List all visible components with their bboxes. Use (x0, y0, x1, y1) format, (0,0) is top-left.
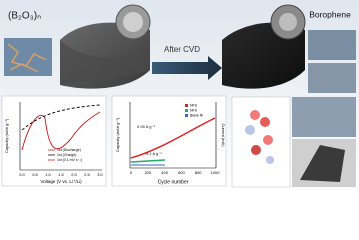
x-tick-label: 600 (178, 170, 185, 175)
cv-chart: Capacity (mAh g⁻¹) Voltage (V vs. Li⁺/Li… (4, 102, 104, 184)
legend-entry: 1st (Charge) (57, 153, 76, 157)
legend-entry: Blank Ni (190, 113, 203, 117)
sem-image (308, 63, 356, 93)
sphere-core (123, 12, 143, 32)
x-tick-label: 0.0 (19, 172, 25, 177)
x-tick-label: 0.5 (32, 172, 38, 177)
cycle-chart: Capacity (mAh g⁻¹) Current (mA) Cycle nu… (115, 102, 226, 185)
y2-label: Current (mA) (221, 123, 226, 147)
x-tick-label: 200 (144, 170, 151, 175)
sem-image (292, 97, 356, 137)
legend-swatch (185, 104, 188, 107)
atom (263, 135, 273, 145)
charge-curve (21, 104, 101, 131)
cv-curve (21, 111, 101, 151)
x-tick-label: 800 (195, 170, 202, 175)
nfs-curve-2 (130, 159, 166, 163)
tem-flake (300, 145, 345, 182)
x-tick-label: 2.0 (71, 172, 77, 177)
atom (251, 145, 261, 155)
x-tick-label: 1.5 (58, 172, 64, 177)
y-label: Capacity (mAh g⁻¹) (4, 118, 9, 153)
atom (245, 125, 255, 135)
cv-panel (1, 95, 107, 187)
atom (266, 156, 274, 164)
x-tick-label: 1.0 (45, 172, 51, 177)
x-tick-label: 3.0 (97, 172, 103, 177)
annotation: 0.05 A g⁻¹ (137, 124, 156, 129)
sem-image (4, 38, 52, 76)
atom (250, 110, 260, 120)
cycle-panel (111, 95, 227, 187)
process-arrow (152, 56, 222, 80)
product-label: Borophene (309, 9, 351, 19)
structure-image (231, 96, 291, 188)
borophene-cloth (222, 22, 305, 89)
nfs-curve (130, 117, 216, 159)
legend-swatch (185, 114, 188, 117)
y-label: Capacity (mAh g⁻¹) (115, 117, 120, 152)
atom (260, 117, 270, 127)
x-tick-label: 2.5 (84, 172, 90, 177)
legend-entry: NFS (190, 108, 198, 112)
sphere-core (279, 13, 297, 31)
sem-pattern (7, 43, 47, 73)
x-tick-label: 0 (130, 170, 133, 175)
sem-image (308, 30, 356, 60)
annotation: 0.1 A g⁻¹ (146, 151, 162, 156)
atom-model (245, 110, 274, 164)
cloth-fold (60, 40, 150, 85)
x-tick-label: 400 (161, 170, 168, 175)
x-tick-label: 1000 (211, 170, 221, 175)
arrow-label: After CVD (164, 45, 200, 54)
legend-swatch (185, 109, 188, 112)
legend-entry: NFS (190, 103, 198, 107)
x-label: Cycle number (158, 179, 189, 185)
precursor-label: (B₂O₃)ₙ (8, 11, 41, 22)
x-label: Voltage (V vs. Li⁺/Li) (40, 179, 82, 184)
legend-entry: 1st (0.1 mV s⁻¹) (57, 158, 82, 162)
graphical-abstract: (B₂O₃)ₙ After CVD Borophene Capacity (mA… (0, 0, 359, 189)
legend-entry: 1st (Discharge) (57, 148, 81, 152)
